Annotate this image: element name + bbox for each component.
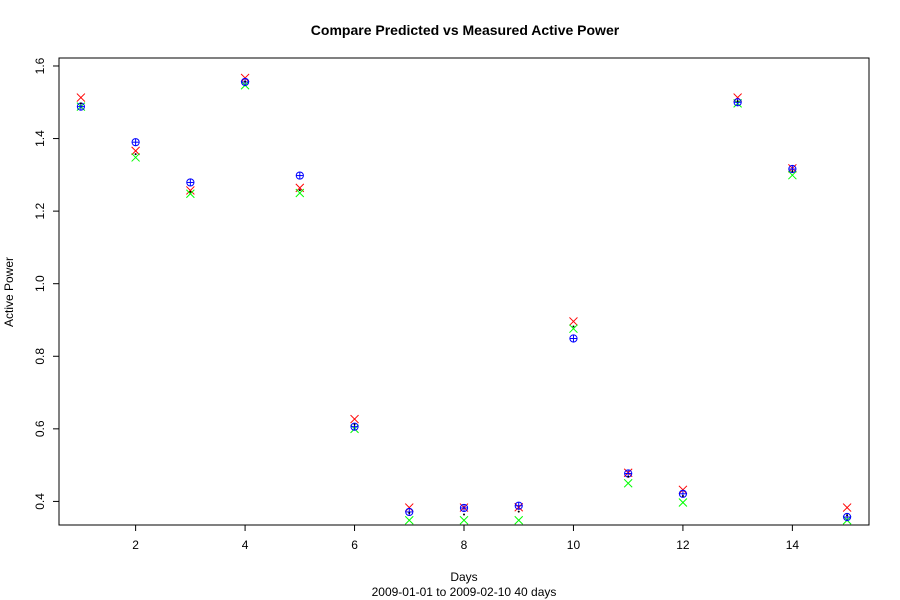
data-point-s1 (404, 503, 414, 512)
data-point-s3 (569, 334, 578, 343)
data-point-s3 (131, 138, 140, 147)
y-axis-label: Active Power (2, 257, 16, 327)
data-point-s1 (131, 146, 140, 156)
data-point-s1 (842, 503, 852, 512)
data-point-s1 (350, 414, 359, 424)
data-point-s2 (569, 324, 578, 334)
data-point-s4 (79, 102, 82, 105)
y-tick-label: 1.6 (33, 57, 47, 74)
data-point-s4 (627, 475, 630, 478)
data-point-s3 (295, 171, 304, 180)
data-point-s1 (569, 317, 578, 326)
x-tick-label: 10 (567, 538, 581, 552)
data-point-s3 (186, 178, 195, 187)
data-point-s2 (788, 170, 797, 180)
y-tick-label: 1.0 (33, 275, 47, 292)
x-tick-label: 12 (676, 538, 690, 552)
data-point-s2 (623, 478, 633, 488)
data-point-s3 (459, 503, 469, 513)
data-point-s2 (459, 515, 469, 525)
y-tick-label: 1.2 (33, 202, 47, 219)
plot-frame (58, 57, 870, 526)
data-point-s4 (353, 423, 356, 426)
x-tick-label: 14 (786, 538, 800, 552)
data-point-s4 (298, 189, 301, 192)
data-point-s2 (295, 188, 305, 198)
data-point-s4 (736, 100, 739, 103)
x-axis: 2 4 6 8 10 12 14 (132, 525, 799, 552)
y-tick-label: 1.4 (33, 130, 47, 147)
y-tick-label: 0.8 (33, 348, 47, 365)
data-point-s2 (678, 498, 688, 507)
chart-title: Compare Predicted vs Measured Active Pow… (311, 22, 620, 38)
x-axis-sublabel: 2009-01-01 to 2009-02-10 40 days (372, 585, 557, 599)
data-point-s4 (517, 510, 520, 513)
data-point-s3 (405, 507, 414, 517)
data-point-s4 (791, 170, 794, 173)
data-point-s4 (846, 514, 849, 517)
data-point-s4 (189, 190, 192, 193)
x-tick-label: 6 (351, 538, 358, 552)
y-tick-label: 0.6 (33, 420, 47, 437)
data-point-s1 (185, 186, 195, 195)
data-point-s4 (681, 494, 684, 497)
y-tick-label: 0.4 (33, 493, 47, 510)
x-tick-label: 2 (132, 538, 139, 552)
data-point-s2 (131, 153, 140, 162)
data-point-s4 (244, 80, 247, 83)
data-point-s4 (134, 153, 137, 156)
data-points (76, 73, 852, 525)
data-point-s3 (514, 501, 523, 510)
x-tick-label: 4 (242, 538, 249, 552)
data-point-s3 (733, 98, 742, 107)
data-point-s1 (76, 93, 86, 102)
data-point-s3 (788, 164, 797, 174)
x-tick-label: 8 (461, 538, 468, 552)
data-point-s2 (404, 515, 414, 525)
data-point-s2 (514, 515, 524, 525)
data-point-s4 (463, 513, 465, 516)
data-point-s2 (185, 189, 195, 199)
data-point-s4 (408, 512, 411, 515)
y-axis: 0.4 0.6 0.8 1.0 1.2 1.4 1.6 (33, 57, 59, 510)
data-point-s4 (572, 325, 575, 328)
x-axis-label: Days (450, 570, 477, 584)
